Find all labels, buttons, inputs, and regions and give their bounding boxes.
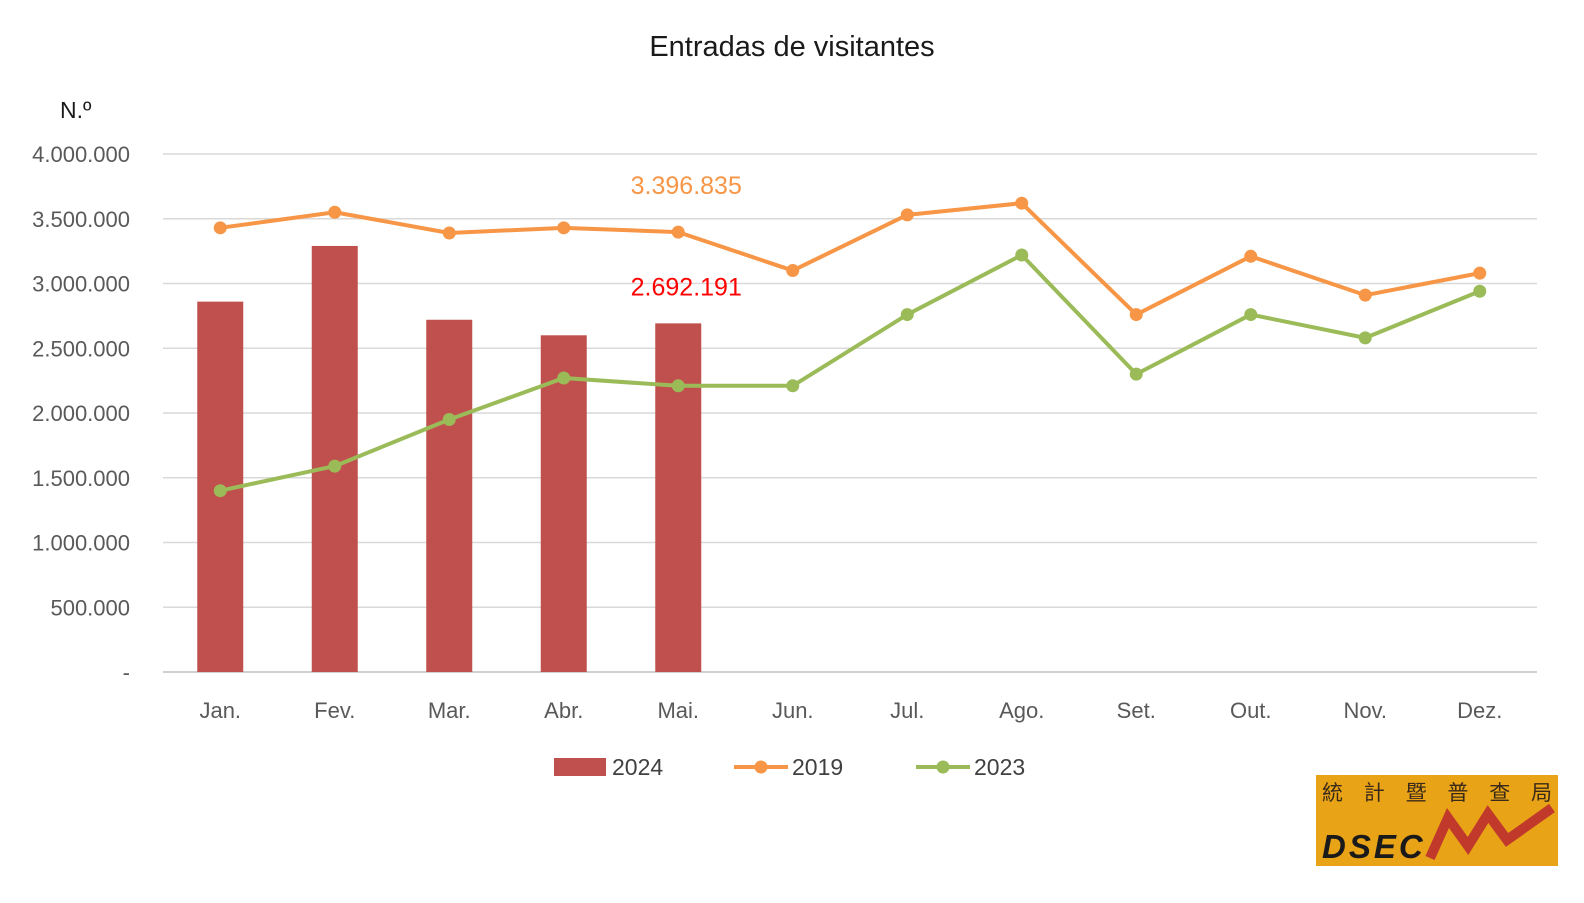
logo-zigzag	[1425, 803, 1555, 861]
y-tick-label: 1.500.000	[32, 466, 130, 491]
x-tick-label: Jun.	[772, 698, 814, 723]
point-2023	[213, 484, 227, 498]
point-2019	[1129, 308, 1143, 322]
y-axis-unit: N.º	[60, 97, 92, 123]
y-tick-label: 3.000.000	[32, 272, 130, 297]
legend-item-2019: 2019	[734, 754, 843, 780]
point-2019	[900, 208, 914, 222]
legend-swatch	[554, 758, 606, 776]
point-2023	[1015, 248, 1029, 262]
y-tick-label: 500.000	[50, 595, 130, 620]
point-2019	[328, 205, 342, 219]
x-tick-label: Fev.	[314, 698, 355, 723]
legend-label: 2019	[792, 754, 843, 780]
chart-title: Entradas de visitantes	[649, 31, 934, 63]
series-lines	[213, 196, 1487, 498]
x-tick-label: Mar.	[428, 698, 471, 723]
bar-2024	[426, 319, 473, 672]
bar-2024	[540, 335, 587, 672]
data-label-2024: 2.692.191	[631, 273, 742, 301]
y-axis-ticks: - 500.000 1.000.000 1.500.000 2.000.000 2.500…	[32, 142, 130, 685]
point-2023	[786, 379, 800, 393]
x-tick-label: Set.	[1117, 698, 1156, 723]
x-tick-label: Mai.	[657, 698, 699, 723]
point-2023	[442, 412, 456, 426]
gridlines	[163, 153, 1537, 673]
x-tick-label: Dez.	[1457, 698, 1502, 723]
x-tick-label: Ago.	[999, 698, 1044, 723]
legend-label: 2024	[612, 754, 663, 780]
point-2023	[671, 379, 685, 393]
x-axis-ticks: Jan. Fev. Mar. Abr. Mai. Jun. Jul. Ago. Set. Out.…	[199, 698, 1502, 723]
point-2019	[442, 226, 456, 240]
logo-chinese-text: 統 計 暨 普 查 局	[1322, 781, 1552, 805]
point-2019	[1473, 266, 1487, 280]
point-2019	[557, 221, 571, 235]
point-2023	[557, 371, 571, 385]
y-tick-label: 4.000.000	[32, 142, 130, 167]
point-2023	[1358, 331, 1372, 345]
y-tick-label: 2.000.000	[32, 401, 130, 426]
point-2023	[900, 308, 914, 322]
x-tick-label: Jan.	[199, 698, 241, 723]
point-2023	[1473, 284, 1487, 298]
y-tick-label: -	[123, 660, 130, 685]
legend-label: 2023	[974, 754, 1025, 780]
legend-marker	[936, 760, 950, 774]
point-2019	[1244, 249, 1258, 263]
x-tick-label: Jul.	[890, 698, 924, 723]
dsec-logo: 統 計 暨 普 查 局 DSEC	[1316, 775, 1558, 866]
x-tick-label: Abr.	[544, 698, 583, 723]
y-tick-label: 3.500.000	[32, 207, 130, 232]
bar-2024	[655, 323, 702, 672]
x-tick-label: Nov.	[1343, 698, 1387, 723]
line-2019	[219, 201, 1481, 317]
point-2023	[1129, 367, 1143, 381]
data-label-2019: 3.396.835	[631, 172, 742, 200]
point-2019	[671, 225, 685, 239]
point-2019	[786, 264, 800, 278]
point-2019	[213, 221, 227, 235]
y-tick-label: 1.000.000	[32, 531, 130, 556]
legend-item-2024: 2024	[554, 754, 663, 780]
legend: 2024 2019 2023	[554, 754, 1025, 780]
point-2023	[1244, 308, 1258, 322]
logo-dsec-text: DSEC	[1322, 828, 1426, 865]
point-2019	[1015, 196, 1029, 210]
point-2019	[1358, 288, 1372, 302]
y-tick-label: 2.500.000	[32, 336, 130, 361]
point-2023	[328, 459, 342, 473]
legend-marker	[754, 760, 768, 774]
annotations: 3.396.835 2.692.191	[631, 172, 742, 301]
bars-2024	[197, 245, 702, 672]
legend-item-2023: 2023	[916, 754, 1025, 780]
line-2023	[219, 253, 1481, 493]
x-tick-label: Out.	[1230, 698, 1272, 723]
